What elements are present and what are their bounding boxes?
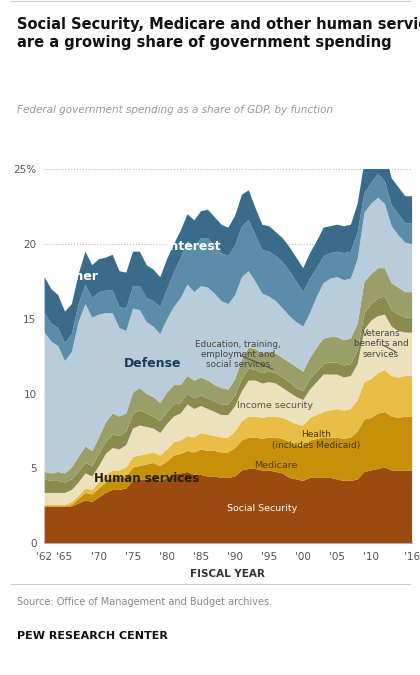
- Text: Health
(includes Medicaid): Health (includes Medicaid): [272, 430, 360, 450]
- Text: Education, training,
employment and
social services: Education, training, employment and soci…: [195, 340, 281, 369]
- Text: Human services: Human services: [94, 472, 199, 485]
- Text: Social Security, Medicare and other human services
are a growing share of govern: Social Security, Medicare and other huma…: [17, 17, 420, 50]
- Text: Income security: Income security: [237, 401, 313, 410]
- Text: Interest: Interest: [166, 240, 222, 253]
- X-axis label: FISCAL YEAR: FISCAL YEAR: [190, 569, 265, 579]
- Text: Social Security: Social Security: [227, 504, 297, 514]
- Text: Other: Other: [58, 270, 98, 283]
- Text: Federal government spending as a share of GDP, by function: Federal government spending as a share o…: [17, 105, 333, 115]
- Text: Medicare: Medicare: [254, 461, 297, 470]
- Text: Veterans
benefits and
services: Veterans benefits and services: [354, 329, 408, 359]
- Text: PEW RESEARCH CENTER: PEW RESEARCH CENTER: [17, 631, 168, 641]
- Text: Defense: Defense: [124, 357, 182, 370]
- Text: Source: Office of Management and Budget archives.: Source: Office of Management and Budget …: [17, 597, 272, 608]
